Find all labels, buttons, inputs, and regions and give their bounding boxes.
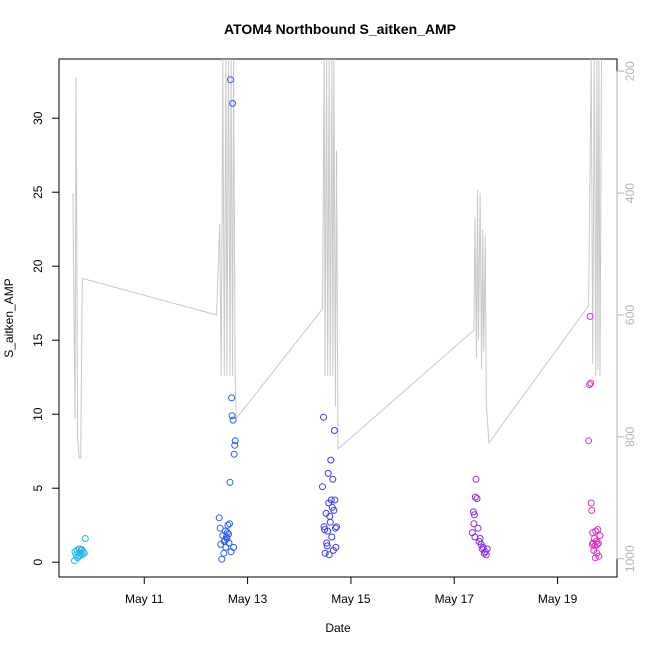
data-point xyxy=(327,456,335,464)
data-point xyxy=(470,511,478,519)
data-point xyxy=(216,524,224,532)
y-tick-label: 5 xyxy=(31,485,45,492)
data-points xyxy=(71,76,604,565)
data-point xyxy=(231,437,239,445)
right-tick-label: 800 xyxy=(623,427,637,447)
data-point xyxy=(585,437,593,445)
data-point xyxy=(230,543,238,551)
data-point xyxy=(472,475,480,483)
chart-title: ATOM4 Northbound S_aitken_AMP xyxy=(224,21,456,37)
data-point xyxy=(320,413,327,421)
data-point xyxy=(229,99,237,107)
y-tick-label: 20 xyxy=(31,259,45,273)
data-point xyxy=(223,529,231,537)
y-axis: 0 5 10 15 20 25 30 xyxy=(31,111,60,566)
altitude-series xyxy=(72,58,602,459)
data-point xyxy=(222,533,230,541)
data-point xyxy=(332,543,340,551)
y-tick-label: 25 xyxy=(31,185,45,199)
data-point xyxy=(470,520,478,528)
data-point xyxy=(230,450,238,458)
data-point xyxy=(228,412,236,420)
data-point xyxy=(323,539,331,547)
data-point xyxy=(326,512,334,520)
data-point xyxy=(331,496,339,504)
data-point xyxy=(321,549,329,557)
y-tick-label: 30 xyxy=(31,111,45,125)
data-point xyxy=(594,526,602,534)
data-point xyxy=(215,514,223,522)
data-point xyxy=(594,539,602,547)
data-point xyxy=(329,475,337,483)
data-point xyxy=(471,493,479,501)
data-point xyxy=(330,427,338,434)
data-point xyxy=(321,526,329,534)
x-tick-label: May 11 xyxy=(125,592,164,606)
right-axis: 200 400 600 800 1000 xyxy=(616,61,637,572)
x-tick-label: May 17 xyxy=(435,592,475,606)
data-point xyxy=(595,552,603,560)
x-axis: May 11 May 13 May 15 May 17 May 19 xyxy=(125,576,578,606)
data-point xyxy=(218,555,226,563)
data-point xyxy=(587,499,595,507)
data-point xyxy=(74,554,82,562)
x-tick-label: May 13 xyxy=(228,592,268,606)
data-point xyxy=(596,532,604,540)
data-point xyxy=(474,524,482,532)
data-point xyxy=(231,441,239,449)
data-point xyxy=(79,548,87,556)
data-point xyxy=(325,551,333,559)
data-point xyxy=(224,521,232,529)
data-point xyxy=(587,379,595,387)
data-point xyxy=(319,483,326,491)
data-point xyxy=(229,416,237,424)
right-tick-label: 200 xyxy=(623,61,637,81)
x-axis-label: Date xyxy=(325,621,351,635)
y-tick-label: 15 xyxy=(31,333,45,347)
data-point xyxy=(226,478,234,486)
right-tick-label: 600 xyxy=(623,305,637,325)
x-tick-label: May 15 xyxy=(331,592,371,606)
data-point xyxy=(588,506,596,514)
data-point xyxy=(592,527,600,535)
data-point xyxy=(327,496,335,504)
data-point xyxy=(76,552,84,559)
data-point xyxy=(330,506,338,514)
data-point xyxy=(475,538,483,545)
data-point xyxy=(469,508,477,516)
data-point xyxy=(81,535,89,542)
data-point xyxy=(483,545,491,553)
y-tick-label: 0 xyxy=(31,559,45,566)
right-tick-label: 1000 xyxy=(623,545,637,572)
data-point xyxy=(226,520,233,528)
right-tick-label: 400 xyxy=(623,183,637,203)
data-point xyxy=(78,546,86,554)
data-point xyxy=(331,524,339,532)
data-point xyxy=(586,313,594,320)
altitude-line xyxy=(72,58,602,459)
data-point xyxy=(320,523,328,531)
data-point xyxy=(326,518,334,526)
data-point xyxy=(228,394,236,402)
data-point xyxy=(323,542,331,550)
data-point xyxy=(333,523,340,531)
y-tick-label: 10 xyxy=(31,407,45,421)
y-axis-label: S_aitken_AMP xyxy=(2,278,16,357)
data-point xyxy=(586,381,594,389)
data-point xyxy=(593,540,601,548)
data-point xyxy=(473,495,481,503)
x-tick-label: May 19 xyxy=(538,592,578,606)
data-point xyxy=(591,554,599,562)
data-point xyxy=(324,469,332,477)
data-point xyxy=(220,549,228,557)
data-point xyxy=(227,76,234,84)
data-point xyxy=(328,533,336,541)
